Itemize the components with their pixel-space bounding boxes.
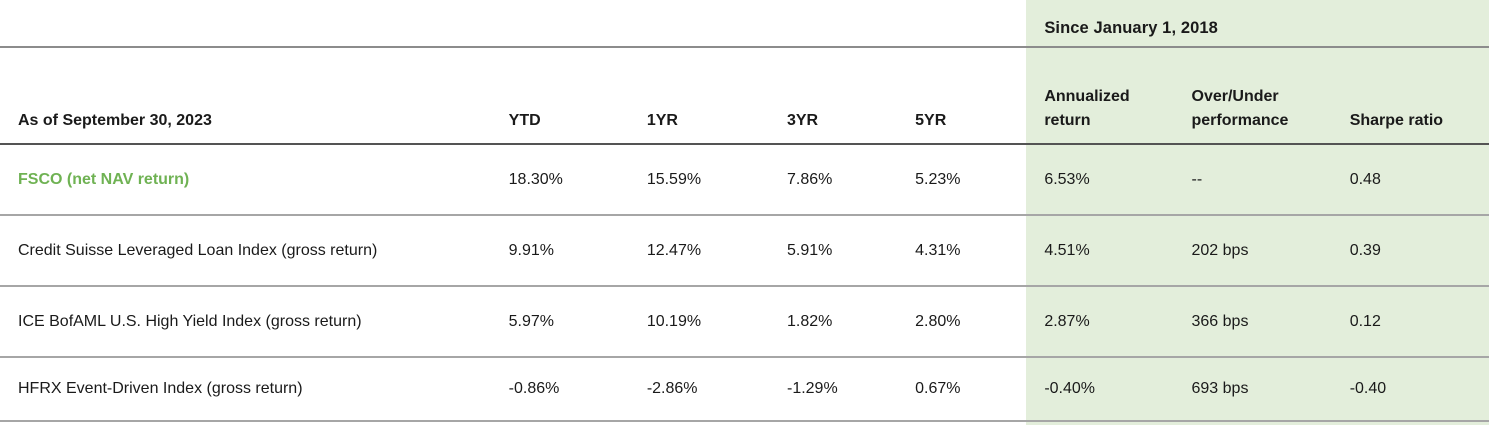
col-header-5yr: 5YR bbox=[897, 47, 1027, 145]
value-cell: -0.40 bbox=[1331, 357, 1489, 422]
value-cell: 10.19% bbox=[628, 286, 769, 358]
bottom-spacer-green bbox=[1026, 421, 1489, 425]
value-cell: -2.86% bbox=[628, 357, 769, 422]
value-cell: 0.39 bbox=[1331, 215, 1489, 287]
value-cell: 5.97% bbox=[490, 286, 629, 358]
group-header-row: Since January 1, 2018 bbox=[0, 0, 1489, 48]
row-label-hfrx: HFRX Event-Driven Index (gross return) bbox=[0, 357, 491, 422]
col-header-ytd: YTD bbox=[490, 47, 629, 145]
value-cell: 693 bps bbox=[1173, 357, 1332, 422]
value-cell: -0.40% bbox=[1026, 357, 1174, 422]
col-header-1yr: 1YR bbox=[628, 47, 769, 145]
col-header-3yr: 3YR bbox=[768, 47, 898, 145]
col-header-sharpe-ratio: Sharpe ratio bbox=[1331, 47, 1489, 145]
row-label-fsco: FSCO (net NAV return) bbox=[0, 144, 491, 216]
table-row-credit-suisse: Credit Suisse Leveraged Loan Index (gros… bbox=[0, 215, 1489, 287]
table-row-ice-bofaml: ICE BofAML U.S. High Yield Index (gross … bbox=[0, 286, 1489, 358]
column-header-row: As of September 30, 2023 YTD 1YR 3YR 5YR… bbox=[0, 47, 1489, 145]
table-row-fsco: FSCO (net NAV return) 18.30% 15.59% 7.86… bbox=[0, 144, 1489, 216]
value-cell: 2.80% bbox=[897, 286, 1027, 358]
value-cell: 5.23% bbox=[897, 144, 1027, 216]
group-header-since-january: Since January 1, 2018 bbox=[1026, 0, 1489, 48]
value-cell: 366 bps bbox=[1173, 286, 1332, 358]
group-header-empty-cell bbox=[0, 0, 1027, 48]
bottom-spacer-row bbox=[0, 421, 1489, 425]
value-cell: 202 bps bbox=[1173, 215, 1332, 287]
col-header-as-of-date: As of September 30, 2023 bbox=[0, 47, 491, 145]
col-header-over-under-performance: Over/Under performance bbox=[1173, 47, 1332, 145]
value-cell: 12.47% bbox=[628, 215, 769, 287]
table-row-hfrx: HFRX Event-Driven Index (gross return) -… bbox=[0, 357, 1489, 422]
value-cell: 0.48 bbox=[1331, 144, 1489, 216]
value-cell: -0.86% bbox=[490, 357, 629, 422]
bottom-spacer-white bbox=[0, 421, 1026, 425]
performance-table: Since January 1, 2018 As of September 30… bbox=[0, 0, 1489, 425]
row-label-ice-bofaml: ICE BofAML U.S. High Yield Index (gross … bbox=[0, 286, 491, 358]
value-cell: 0.12 bbox=[1331, 286, 1489, 358]
col-header-annualized-return: Annualized return bbox=[1026, 47, 1174, 145]
value-cell: 2.87% bbox=[1026, 286, 1174, 358]
value-cell: 6.53% bbox=[1026, 144, 1174, 216]
value-cell: 0.67% bbox=[897, 357, 1027, 422]
value-cell: -- bbox=[1173, 144, 1332, 216]
row-label-credit-suisse: Credit Suisse Leveraged Loan Index (gros… bbox=[0, 215, 491, 287]
value-cell: 9.91% bbox=[490, 215, 629, 287]
value-cell: 18.30% bbox=[490, 144, 629, 216]
value-cell: -1.29% bbox=[768, 357, 898, 422]
value-cell: 7.86% bbox=[768, 144, 898, 216]
value-cell: 5.91% bbox=[768, 215, 898, 287]
value-cell: 4.51% bbox=[1026, 215, 1174, 287]
value-cell: 1.82% bbox=[768, 286, 898, 358]
value-cell: 4.31% bbox=[897, 215, 1027, 287]
value-cell: 15.59% bbox=[628, 144, 769, 216]
